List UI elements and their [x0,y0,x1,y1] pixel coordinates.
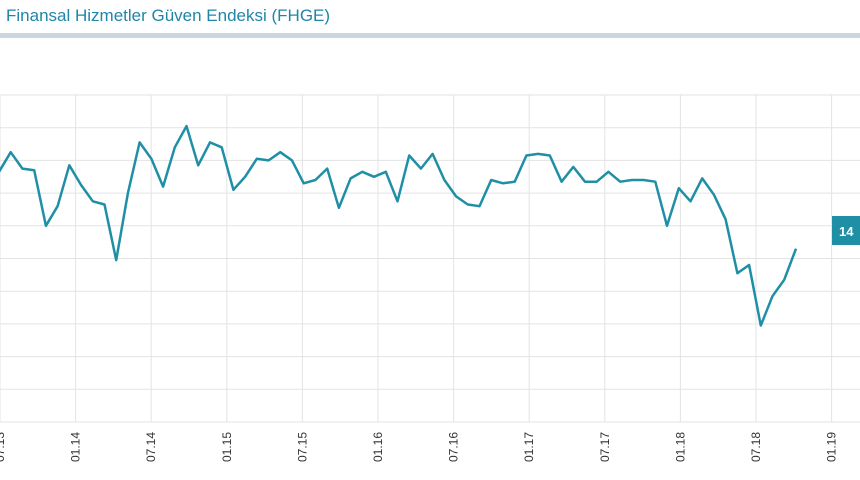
x-tick-label: 07.16 [447,432,461,462]
series-group [0,124,798,327]
x-tick-label: 01.19 [825,432,839,462]
title-divider [0,33,860,38]
x-tick-label: 01.14 [69,432,83,462]
last-value-label: 14 [839,224,854,239]
x-tick-label: 01.15 [220,432,234,462]
x-tick-label: 01.16 [371,432,385,462]
x-tick-label: 07.14 [144,432,158,462]
vertical-gridlines [0,95,833,422]
last-value-badge [832,216,860,245]
chart-title: Finansal Hizmetler Güven Endeksi (FHGE) [6,6,331,25]
x-tick-label: 01.18 [673,432,687,462]
x-tick-label: 07.15 [295,432,309,462]
x-axis-tick-labels: 07.13 01.14 07.14 01.15 07.15 01.16 07.16 01.17… [0,432,839,462]
x-tick-label: 07.17 [598,432,612,462]
x-tick-label: 07.18 [749,432,763,462]
x-tick-label: 07.13 [0,432,7,462]
x-tick-label: 01.17 [522,432,536,462]
series-line-fhge [0,124,798,327]
horizontal-gridlines [0,94,860,423]
last-value-badge-group: 14 [832,216,860,245]
